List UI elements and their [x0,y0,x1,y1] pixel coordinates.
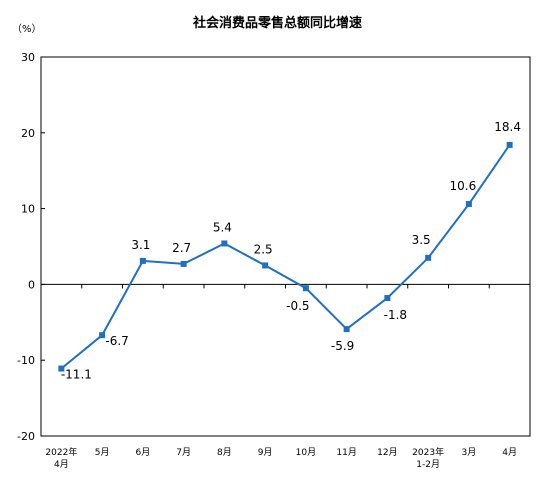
data-point [384,295,391,302]
x-tick-label: 8月 [217,447,232,458]
data-label: -5.9 [331,339,354,353]
data-label: 3.1 [131,238,150,252]
x-tick-label: 12月 [377,447,397,458]
y-tick-label: 20 [21,127,35,140]
ticks-layer: -20 -10 0 10 20 30 [17,51,490,443]
data-point [139,257,146,264]
x-labels-layer: 2022年 4月 5月 6月 7月 8月 9月 10月 11月 12月 2023年 1-2月 3月 4月 [45,446,517,470]
y-tick-label: -10 [17,354,35,367]
x-tick-label: 11月 [336,447,356,458]
x-tick-label: 3月 [462,447,477,458]
data-point [99,332,106,339]
data-label: -0.5 [286,299,309,313]
data-point [343,326,350,333]
y-tick-label: 0 [28,278,35,291]
data-point [302,285,309,292]
x-tick-label: 5月 [95,447,110,458]
data-point [262,262,269,269]
data-label: 10.6 [450,179,477,193]
data-label: -6.7 [105,334,128,348]
series-line [60,144,511,370]
x-tick-label: 7月 [176,447,191,458]
data-point [425,254,432,261]
data-point [180,260,187,267]
x-tick-label: 10月 [296,447,316,458]
chart-title: 社会消费品零售总额同比增速 [192,16,362,31]
data-label: 3.5 [412,233,431,247]
data-label: 2.5 [254,242,273,256]
y-axis-unit: （%） [12,24,42,35]
x-tick-label: 2022年 4月 [45,446,77,470]
data-label: 5.4 [213,220,232,234]
data-labels-layer: -11.1 -6.7 3.1 2.7 5.4 2.5 -0.5 -5.9 -1.8 3.5 10.6… [61,120,521,382]
x-tick-label: 9月 [258,447,273,458]
data-point [465,201,472,208]
x-tick-label: 6月 [136,447,151,458]
axes-layer [40,56,531,437]
y-tick-label: 30 [21,51,35,64]
data-point [58,365,65,372]
x-tick-label: 4月 [502,447,517,458]
plot-frame [40,56,531,437]
data-point [506,141,513,148]
x-tick-label: 2023年 1-2月 [412,446,444,470]
points-layer [58,141,513,372]
data-label: 18.4 [494,120,521,134]
data-label: 2.7 [172,241,191,255]
data-label: -11.1 [61,368,92,382]
data-label: -1.8 [384,308,407,322]
series-layer [60,144,511,370]
y-tick-label: 10 [21,203,35,216]
y-tick-label: -20 [17,430,35,443]
data-point [221,240,228,247]
